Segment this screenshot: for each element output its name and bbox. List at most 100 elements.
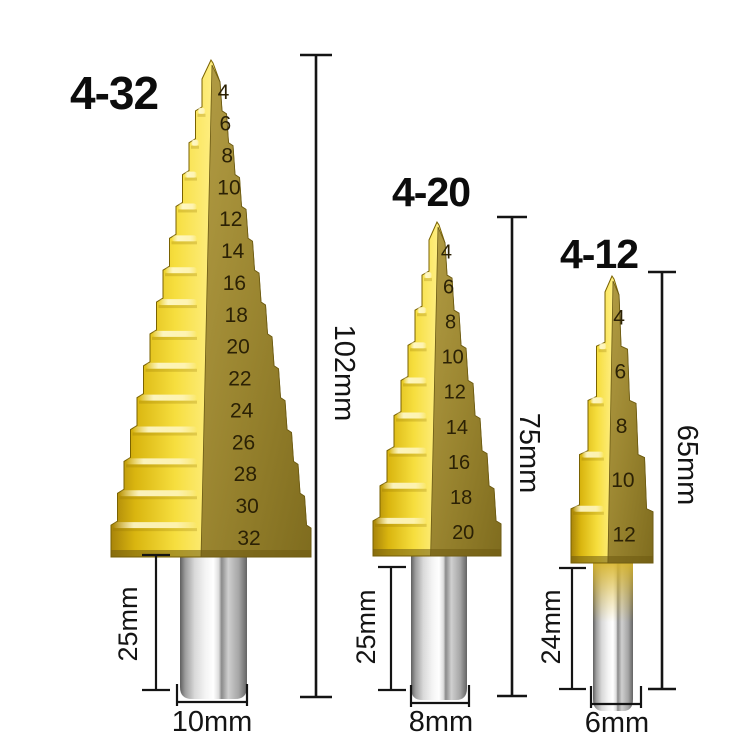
- step-rim-shadow: [590, 403, 604, 407]
- step-rim-shadow: [573, 511, 604, 515]
- step-number: 8: [616, 415, 628, 438]
- drill-size-label: 4-12: [560, 231, 638, 277]
- cone-base-rim: [571, 556, 653, 563]
- step-rim-shadow: [389, 453, 427, 457]
- step-rim-shadow: [382, 488, 427, 492]
- step-number: 24: [230, 399, 254, 422]
- cone-face: [200, 64, 312, 558]
- drill-4-32: 4-32 4 6 8 10 12 14 16 18 20 22 24 26 28 30 32 102mm 2…: [70, 53, 360, 738]
- step-rim-highlight: [403, 377, 427, 384]
- step-rim-highlight: [197, 107, 206, 114]
- step-rim-highlight: [598, 343, 607, 350]
- step-rim-highlight: [119, 490, 197, 497]
- step-number: 12: [444, 382, 466, 404]
- step-rim-shadow: [375, 523, 427, 527]
- shank-length-dimension: 24mm: [536, 566, 586, 691]
- step-number: 4: [218, 81, 230, 104]
- shank-length-dimension: 25mm: [351, 565, 406, 692]
- shank-diameter-value: 6mm: [585, 707, 649, 739]
- step-rim-shadow: [126, 464, 197, 468]
- step-number: 12: [219, 208, 242, 231]
- step-rim-highlight: [382, 482, 427, 489]
- step-rim-shadow: [132, 432, 197, 436]
- total-length-value: 75mm: [513, 413, 545, 494]
- drill-size-label: 4-20: [392, 169, 470, 215]
- step-rim-highlight: [165, 267, 197, 274]
- drill-shank: [411, 552, 467, 700]
- shank-diameter-value: 10mm: [172, 706, 253, 738]
- step-number: 30: [236, 495, 259, 518]
- shank-diameter-dimension: 8mm: [409, 685, 473, 738]
- step-rim-highlight: [171, 235, 197, 242]
- drill-cone-2: 4 6 8 10 12: [570, 274, 654, 564]
- shank-length-value: 25mm: [113, 586, 143, 661]
- step-rim-highlight: [158, 299, 197, 306]
- step-number: 12: [612, 523, 635, 546]
- step-rim-shadow: [113, 528, 197, 532]
- step-number: 16: [223, 272, 246, 295]
- drill-cone-0: 4 6 8 10 12 14 16 18 20 22 24 26 28 30 32: [110, 58, 312, 558]
- step-rim-highlight: [417, 307, 427, 314]
- step-number: 28: [234, 463, 257, 486]
- step-rim-highlight: [375, 517, 427, 524]
- step-rim-shadow: [417, 313, 427, 317]
- cone-base-rim: [373, 549, 501, 556]
- step-rim-shadow: [139, 400, 197, 404]
- step-rim-highlight: [139, 394, 197, 401]
- shank-diameter-dimension: 6mm: [585, 686, 649, 739]
- step-number: 4: [441, 241, 452, 263]
- step-number: 22: [228, 368, 251, 391]
- total-length-value: 65mm: [671, 425, 703, 506]
- step-rim-highlight: [590, 397, 604, 404]
- step-rim-shadow: [191, 145, 199, 149]
- step-rim-shadow: [145, 368, 197, 372]
- step-number: 32: [237, 527, 260, 550]
- step-rim-highlight: [396, 412, 427, 419]
- step-rim-shadow: [403, 383, 427, 387]
- total-length-value: 102mm: [328, 325, 360, 422]
- step-number: 6: [443, 276, 454, 298]
- step-rim-shadow: [158, 305, 197, 309]
- step-rim-highlight: [184, 171, 197, 178]
- step-rim-shadow: [410, 348, 427, 352]
- shank-length-value: 24mm: [536, 589, 566, 664]
- step-number: 10: [442, 347, 464, 369]
- step-rim-shadow: [424, 278, 432, 282]
- step-number: 20: [226, 336, 249, 359]
- step-rim-highlight: [581, 451, 604, 458]
- shank-gold-tint: [593, 560, 633, 622]
- step-rim-shadow: [171, 241, 197, 245]
- shank-length-value: 25mm: [351, 589, 381, 664]
- drill-shank: [180, 552, 247, 699]
- cone-base-rim: [111, 550, 311, 557]
- step-number: 14: [446, 417, 468, 439]
- step-rim-highlight: [126, 458, 197, 465]
- drill-cone-1: 4 6 8 10 12 14 16 18 20: [372, 220, 502, 557]
- step-rim-shadow: [152, 336, 197, 340]
- step-rim-highlight: [178, 203, 197, 210]
- drill-4-20: 4-20 4 6 8 10 12 14 16 18 20 75mm 25mm 8mm: [351, 169, 545, 738]
- step-rim-shadow: [119, 496, 197, 500]
- step-rim-highlight: [113, 522, 197, 529]
- step-number: 10: [611, 469, 634, 492]
- step-number: 8: [445, 311, 456, 333]
- shank-length-dimension: 25mm: [113, 553, 170, 692]
- total-length-dimension: 75mm: [497, 215, 545, 698]
- step-rim-shadow: [184, 177, 197, 181]
- step-rim-shadow: [581, 457, 604, 461]
- step-number: 18: [225, 304, 248, 327]
- step-rim-highlight: [191, 139, 199, 146]
- shank-diameter-value: 8mm: [409, 706, 473, 738]
- step-rim-highlight: [152, 330, 197, 337]
- step-rim-shadow: [598, 349, 607, 353]
- step-number: 16: [448, 452, 470, 474]
- shank-diameter-dimension: 10mm: [172, 684, 253, 738]
- cone-face: [430, 226, 502, 557]
- step-number: 8: [221, 144, 233, 167]
- step-rim-highlight: [410, 342, 427, 349]
- step-rim-highlight: [424, 272, 432, 279]
- step-rim-highlight: [389, 447, 427, 454]
- step-number: 26: [232, 431, 255, 454]
